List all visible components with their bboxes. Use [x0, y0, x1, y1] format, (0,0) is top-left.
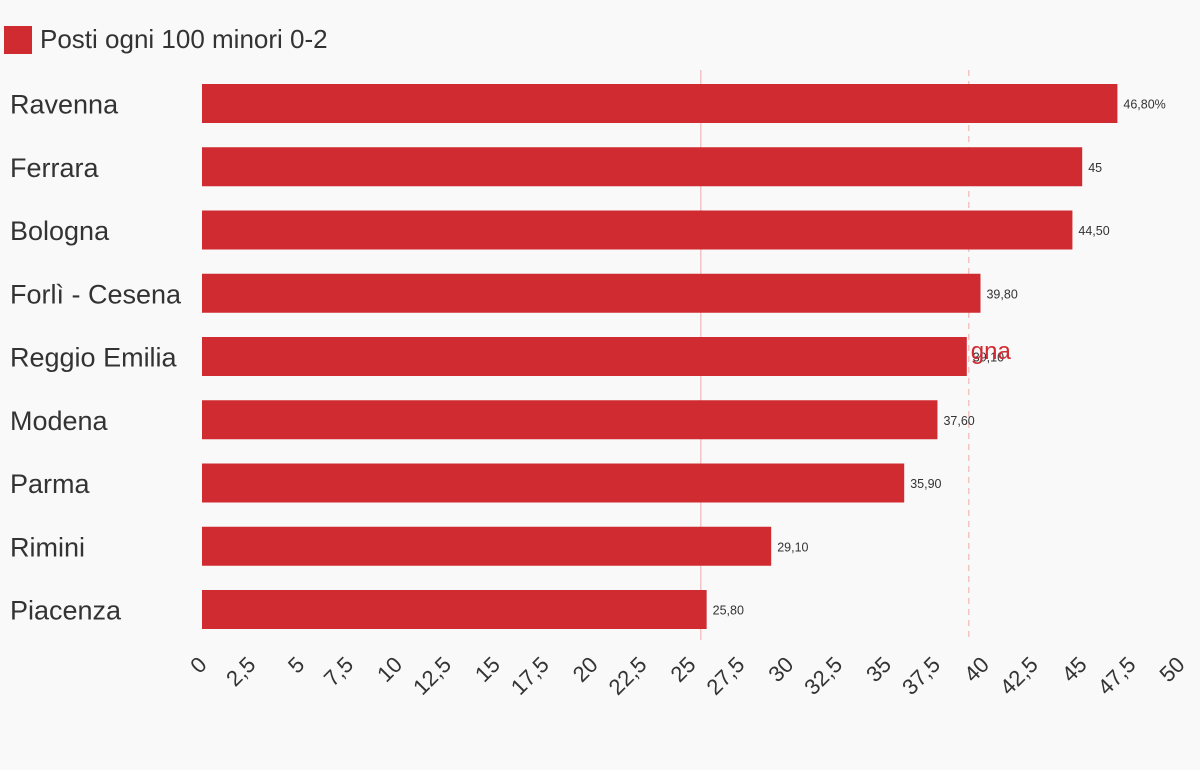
category-label-rimini: Rimini: [10, 532, 85, 562]
x-tick-label: 42,5: [995, 652, 1043, 700]
x-tick-label: 5: [283, 652, 309, 678]
x-tick-label: 27,5: [701, 652, 749, 700]
x-tick-label: 10: [372, 652, 407, 687]
bar-bologna: [202, 210, 1073, 250]
x-tick-label: 20: [568, 652, 603, 687]
bar-modena: [202, 400, 938, 440]
bar-ferrara: [202, 147, 1083, 187]
x-tick-label: 17,5: [506, 652, 554, 700]
bar-piacenza: [202, 590, 707, 629]
reference-line-label-2: gna: [971, 338, 1012, 365]
bar-ravenna: [202, 84, 1118, 123]
legend-swatch: [4, 25, 32, 54]
x-tick-label: 30: [763, 652, 798, 687]
category-label-piacenza: Piacenza: [10, 596, 122, 626]
x-tick-label: 50: [1155, 652, 1190, 687]
bar-reggio-emilia: [202, 337, 967, 376]
x-tick-label: 32,5: [799, 652, 847, 700]
legend-label: Posti ogni 100 minori 0-2: [40, 24, 328, 54]
value-label-reggio-emilia: 39,10: [973, 351, 1004, 365]
category-label-ferrara: Ferrara: [10, 153, 99, 183]
value-label-piacenza: 25,80: [713, 604, 744, 618]
value-label-ravenna: 46,80%: [1123, 98, 1165, 112]
category-label-ravenna: Ravenna: [10, 90, 119, 120]
x-tick-label: 7,5: [319, 652, 358, 691]
x-tick-label: 12,5: [408, 652, 456, 700]
value-label-rimini: 29,10: [777, 540, 808, 554]
category-label-reggio-emilia: Reggio Emilia: [10, 343, 178, 373]
category-label-parma: Parma: [10, 469, 91, 499]
x-tick-label: 25: [666, 652, 701, 687]
category-label-bologna: Bologna: [10, 216, 110, 246]
x-tick-label: 15: [470, 652, 505, 687]
x-tick-label: 2,5: [221, 652, 260, 691]
x-tick-label: 0: [185, 652, 211, 678]
x-tick-label: 40: [959, 652, 994, 687]
chart-legend: Posti ogni 100 minori 0-2: [4, 24, 328, 55]
x-tick-label: 37,5: [897, 652, 945, 700]
x-tick-label: 22,5: [604, 652, 652, 700]
x-tick-label: 35: [861, 652, 896, 687]
x-tick-label: 45: [1057, 652, 1092, 687]
value-label-parma: 35,90: [910, 477, 941, 491]
bar-parma: [202, 463, 905, 503]
value-label-forl-cesena: 39,80: [986, 287, 1017, 301]
value-label-bologna: 44,50: [1078, 224, 1109, 238]
x-tick-label: 47,5: [1093, 652, 1141, 700]
category-label-modena: Modena: [10, 406, 109, 436]
bar-forl-cesena: [202, 273, 981, 313]
value-label-ferrara: 45: [1088, 161, 1102, 175]
category-label-forl-cesena: Forlì - Cesena: [10, 279, 182, 309]
bar-rimini: [202, 526, 772, 566]
value-label-modena: 37,60: [943, 414, 974, 428]
